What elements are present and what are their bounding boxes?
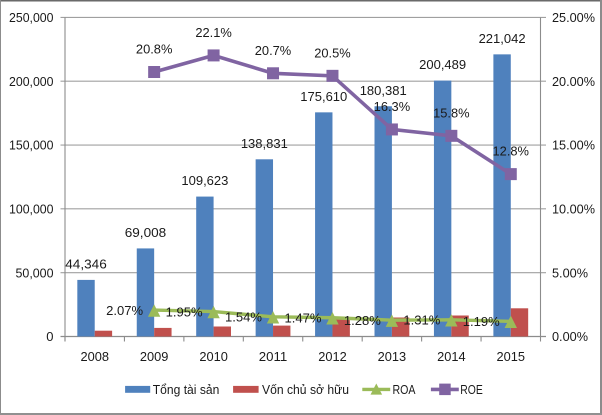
svg-text:2014: 2014 xyxy=(437,349,466,364)
svg-text:1.28%: 1.28% xyxy=(344,313,381,328)
svg-text:20.7%: 20.7% xyxy=(255,43,292,58)
svg-text:1.31%: 1.31% xyxy=(403,313,440,328)
svg-text:221,042: 221,042 xyxy=(479,31,526,46)
svg-text:Vốn chủ sở hữu: Vốn chủ sở hữu xyxy=(262,382,349,397)
svg-text:2013: 2013 xyxy=(378,349,407,364)
svg-text:1.54%: 1.54% xyxy=(225,310,262,325)
svg-text:5.00%: 5.00% xyxy=(552,265,588,280)
svg-text:16.3%: 16.3% xyxy=(374,99,411,114)
svg-text:150,000: 150,000 xyxy=(9,138,54,153)
svg-text:1.95%: 1.95% xyxy=(166,304,203,319)
svg-text:200,489: 200,489 xyxy=(419,57,466,72)
svg-text:138,831: 138,831 xyxy=(241,136,288,151)
svg-text:175,610: 175,610 xyxy=(300,89,347,104)
svg-text:20.5%: 20.5% xyxy=(314,45,351,60)
svg-text:ROA: ROA xyxy=(393,382,416,397)
svg-text:22.1%: 22.1% xyxy=(195,25,232,40)
svg-text:180,381: 180,381 xyxy=(360,83,407,98)
svg-text:1.19%: 1.19% xyxy=(463,314,500,329)
svg-text:109,623: 109,623 xyxy=(181,173,228,188)
svg-text:2.07%: 2.07% xyxy=(106,303,143,318)
svg-text:2011: 2011 xyxy=(259,349,288,364)
svg-text:69,008: 69,008 xyxy=(125,225,167,240)
svg-text:10.00%: 10.00% xyxy=(552,201,595,216)
svg-text:2008: 2008 xyxy=(80,349,109,364)
svg-text:25.00%: 25.00% xyxy=(552,10,595,25)
svg-text:50,000: 50,000 xyxy=(16,265,54,280)
svg-text:2012: 2012 xyxy=(318,349,347,364)
svg-text:15.8%: 15.8% xyxy=(433,105,470,120)
svg-text:44,346: 44,346 xyxy=(65,256,107,271)
svg-text:2015: 2015 xyxy=(497,349,526,364)
svg-text:12.8%: 12.8% xyxy=(493,144,530,159)
svg-text:ROE: ROE xyxy=(460,382,483,397)
svg-text:0.00%: 0.00% xyxy=(552,329,588,344)
svg-text:Tổng tài sản: Tổng tài sản xyxy=(153,382,220,397)
svg-text:2010: 2010 xyxy=(199,349,228,364)
svg-text:1.47%: 1.47% xyxy=(284,311,321,326)
svg-text:2009: 2009 xyxy=(140,349,169,364)
svg-text:20.8%: 20.8% xyxy=(136,42,173,57)
svg-text:100,000: 100,000 xyxy=(9,201,54,216)
svg-text:15.00%: 15.00% xyxy=(552,138,595,153)
svg-text:200,000: 200,000 xyxy=(9,74,54,89)
svg-text:20.00%: 20.00% xyxy=(552,74,595,89)
svg-text:250,000: 250,000 xyxy=(9,10,54,25)
svg-text:0: 0 xyxy=(46,329,53,344)
